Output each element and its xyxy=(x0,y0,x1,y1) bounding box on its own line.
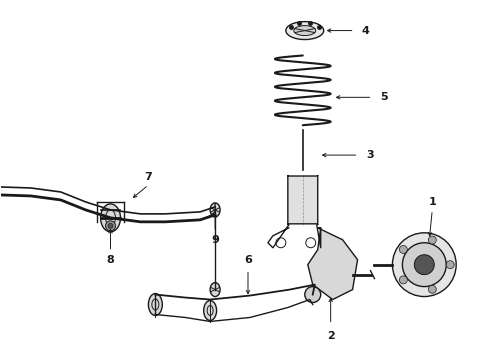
Text: 9: 9 xyxy=(211,235,219,245)
Ellipse shape xyxy=(210,203,220,217)
Circle shape xyxy=(105,221,116,231)
Circle shape xyxy=(428,236,436,244)
Circle shape xyxy=(392,233,456,297)
Ellipse shape xyxy=(148,293,162,315)
Ellipse shape xyxy=(286,22,324,40)
Ellipse shape xyxy=(204,301,217,320)
Ellipse shape xyxy=(100,204,121,232)
Text: 1: 1 xyxy=(428,197,436,207)
Text: 6: 6 xyxy=(244,255,252,265)
Text: 5: 5 xyxy=(380,92,388,102)
Circle shape xyxy=(399,246,407,253)
Text: 3: 3 xyxy=(367,150,374,160)
Text: 7: 7 xyxy=(145,172,152,182)
Circle shape xyxy=(446,261,454,269)
Circle shape xyxy=(415,255,434,275)
FancyBboxPatch shape xyxy=(288,175,318,225)
Polygon shape xyxy=(308,228,358,300)
Ellipse shape xyxy=(294,26,316,36)
Text: 4: 4 xyxy=(362,26,369,36)
Circle shape xyxy=(108,223,113,228)
Text: 8: 8 xyxy=(107,255,114,265)
Ellipse shape xyxy=(210,283,220,297)
Circle shape xyxy=(402,243,446,287)
Text: 2: 2 xyxy=(327,332,335,341)
Circle shape xyxy=(305,287,321,302)
Circle shape xyxy=(428,285,436,293)
Circle shape xyxy=(399,276,407,284)
